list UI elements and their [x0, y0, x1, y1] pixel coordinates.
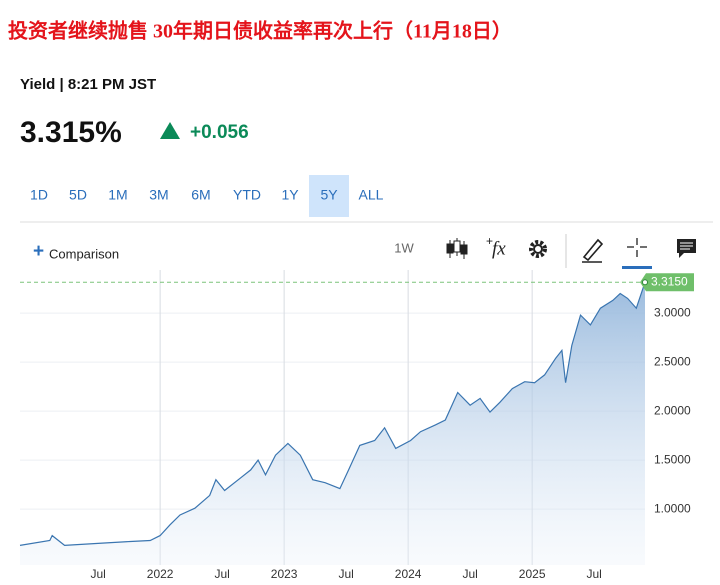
area-fill: [20, 282, 645, 565]
interval-button[interactable]: 1W: [394, 240, 414, 255]
up-arrow: [160, 122, 180, 139]
range-button[interactable]: 1D: [30, 187, 48, 203]
y-tick-label: 3.0000: [654, 305, 691, 319]
comment-icon[interactable]: [677, 239, 696, 258]
x-tick-label: Jul: [214, 567, 229, 581]
range-button[interactable]: 5D: [69, 187, 87, 203]
y-tick-label: 1.5000: [654, 452, 691, 466]
x-tick-label: Jul: [462, 567, 477, 581]
candle-icon[interactable]: [446, 238, 468, 259]
x-tick-label: Jul: [90, 567, 105, 581]
studies-plus[interactable]: +: [486, 234, 493, 248]
studies-button[interactable]: fx: [492, 238, 506, 259]
y-tick-label: 1.0000: [654, 501, 691, 515]
plus-icon[interactable]: +: [33, 241, 44, 262]
range-button[interactable]: 3M: [149, 187, 168, 203]
y-tick-label: 2.5000: [654, 354, 691, 368]
range-button[interactable]: 1M: [108, 187, 127, 203]
x-tick-label: 2024: [395, 567, 422, 581]
active-tool-bar: [622, 266, 652, 269]
x-tick-label: 2023: [271, 567, 298, 581]
crosshair-icon[interactable]: [627, 238, 647, 257]
range-button[interactable]: 5Y: [320, 187, 338, 203]
range-button[interactable]: ALL: [359, 187, 384, 203]
price: 3.315%: [20, 116, 122, 149]
active-range-bg: [309, 175, 349, 217]
settings-icon[interactable]: [529, 240, 547, 258]
x-tick-label: Jul: [338, 567, 353, 581]
x-tick-label: 2022: [147, 567, 174, 581]
x-tick-label: 2025: [519, 567, 546, 581]
range-button[interactable]: 1Y: [281, 187, 299, 203]
range-button[interactable]: YTD: [233, 187, 261, 203]
headline: 投资者继续抛售 30年期日债收益率再次上行（11月18日）: [8, 19, 512, 43]
change: +0.056: [190, 122, 249, 143]
last-value-label: 3.3150: [651, 274, 688, 288]
x-tick-label: Jul: [586, 567, 601, 581]
y-tick-label: 2.0000: [654, 403, 691, 417]
last-point: [642, 279, 648, 286]
last-value-tag: [640, 273, 694, 292]
line: [19, 282, 646, 547]
quote-label: Yield | 8:21 PM JST: [20, 76, 156, 93]
range-button[interactable]: 6M: [191, 187, 210, 203]
chart: 1.0000 1.5000 2.0000 2.5000 3.0000 Jul 2022 Jul…: [19, 270, 694, 581]
comparison-button[interactable]: Comparison: [49, 246, 119, 261]
draw-icon[interactable]: [582, 238, 604, 263]
